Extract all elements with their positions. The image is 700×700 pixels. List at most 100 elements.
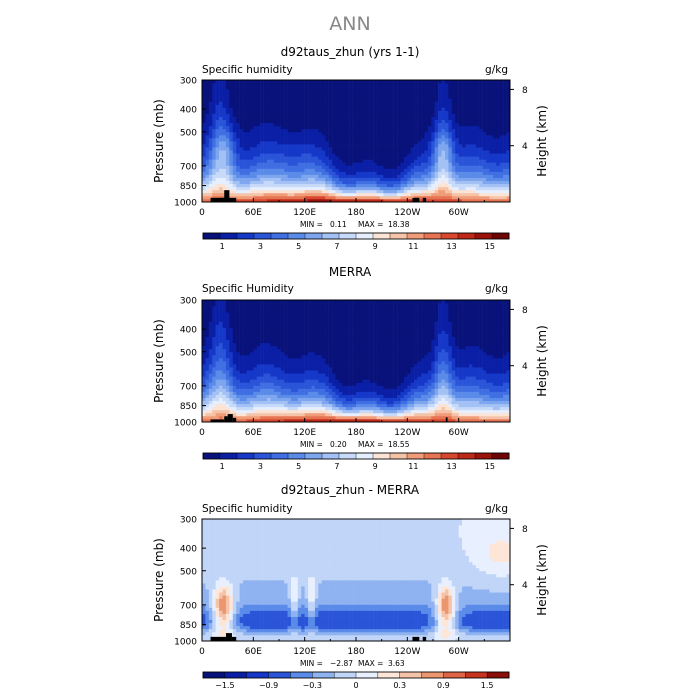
field-cell xyxy=(335,131,340,136)
field-cell xyxy=(318,98,323,102)
field-cell xyxy=(294,195,299,200)
field-cell xyxy=(342,192,346,197)
field-cell xyxy=(492,125,497,130)
field-cell xyxy=(314,80,319,84)
field-cell xyxy=(414,95,418,99)
field-cell xyxy=(280,418,285,422)
field-cell xyxy=(205,131,210,136)
field-cell xyxy=(260,330,264,334)
field-cell xyxy=(256,342,261,347)
field-cell xyxy=(421,110,425,114)
field-cell xyxy=(410,119,415,124)
field-cell xyxy=(205,318,210,322)
field-cell xyxy=(499,104,504,108)
field-cell xyxy=(499,98,504,102)
field-cell xyxy=(338,98,343,102)
field-cell xyxy=(256,89,261,93)
field-cell xyxy=(314,162,319,166)
field-cell xyxy=(212,364,216,368)
field-cell xyxy=(284,183,288,188)
field-cell xyxy=(246,415,251,420)
field-cell xyxy=(212,300,216,304)
field-cell xyxy=(345,89,350,93)
field-cell xyxy=(431,183,435,188)
field-cell xyxy=(314,168,319,172)
field-cell xyxy=(489,183,494,188)
field-cell xyxy=(260,98,264,102)
field-cell xyxy=(202,397,206,402)
field-cell xyxy=(222,116,227,121)
field-cell xyxy=(407,104,412,108)
field-cell xyxy=(301,141,305,145)
field-cell xyxy=(308,336,312,341)
field-cell xyxy=(472,153,477,157)
field-cell xyxy=(256,339,261,344)
field-cell xyxy=(205,183,210,188)
field-cell xyxy=(287,165,292,169)
field-cell xyxy=(390,113,394,117)
field-cell xyxy=(424,177,429,182)
field-cell xyxy=(287,312,292,316)
field-cell xyxy=(438,186,442,191)
field-cell xyxy=(438,131,442,136)
field-cell xyxy=(212,189,216,194)
field-cell xyxy=(386,156,391,160)
field-cell xyxy=(386,125,391,130)
field-cell xyxy=(455,198,459,202)
field-cell xyxy=(465,192,470,197)
field-cell xyxy=(458,113,463,117)
field-cell xyxy=(294,174,299,178)
field-cell xyxy=(451,125,456,130)
field-cell xyxy=(356,144,360,148)
field-cell xyxy=(280,92,285,96)
field-cell xyxy=(215,388,220,392)
field-cell xyxy=(215,382,220,386)
field-cell xyxy=(482,144,487,148)
field-cell xyxy=(383,101,388,105)
field-cell xyxy=(421,107,425,111)
field-cell xyxy=(290,110,295,114)
field-cell xyxy=(290,156,295,160)
field-cell xyxy=(232,339,237,344)
field-cell xyxy=(205,150,210,154)
field-cell xyxy=(496,134,500,139)
field-cell xyxy=(229,394,234,398)
field-cell xyxy=(277,300,281,304)
field-cell xyxy=(383,171,388,175)
field-cell xyxy=(328,150,333,154)
field-cell xyxy=(308,397,312,402)
field-cell xyxy=(393,119,398,124)
field-cell xyxy=(263,89,268,93)
field-cell xyxy=(325,98,329,102)
field-cell xyxy=(277,137,281,142)
field-cell xyxy=(349,180,353,185)
field-cell xyxy=(434,165,439,169)
field-cell xyxy=(318,83,323,87)
field-cell xyxy=(294,128,299,133)
field-cell xyxy=(318,95,323,99)
field-cell xyxy=(379,162,384,166)
field-cell xyxy=(215,376,220,380)
field-cell xyxy=(311,379,316,383)
field-cell xyxy=(390,150,394,154)
field-cell xyxy=(304,367,309,371)
field-cell xyxy=(277,177,281,182)
field-cell xyxy=(263,403,268,408)
field-cell xyxy=(280,333,285,337)
field-cell xyxy=(297,171,302,175)
field-cell xyxy=(338,101,343,105)
field-cell xyxy=(376,107,381,111)
field-cell xyxy=(304,98,309,102)
field-cell xyxy=(270,95,275,99)
field-cell xyxy=(202,101,206,105)
field-cell xyxy=(321,180,326,185)
field-cell xyxy=(249,177,254,182)
field-cell xyxy=(332,119,336,124)
field-cell xyxy=(232,147,237,151)
field-cell xyxy=(208,345,213,350)
colorbar-swatch xyxy=(389,232,408,240)
field-cell xyxy=(294,339,299,344)
field-cell xyxy=(301,156,305,160)
field-cell xyxy=(390,165,394,169)
field-cell xyxy=(499,89,504,93)
